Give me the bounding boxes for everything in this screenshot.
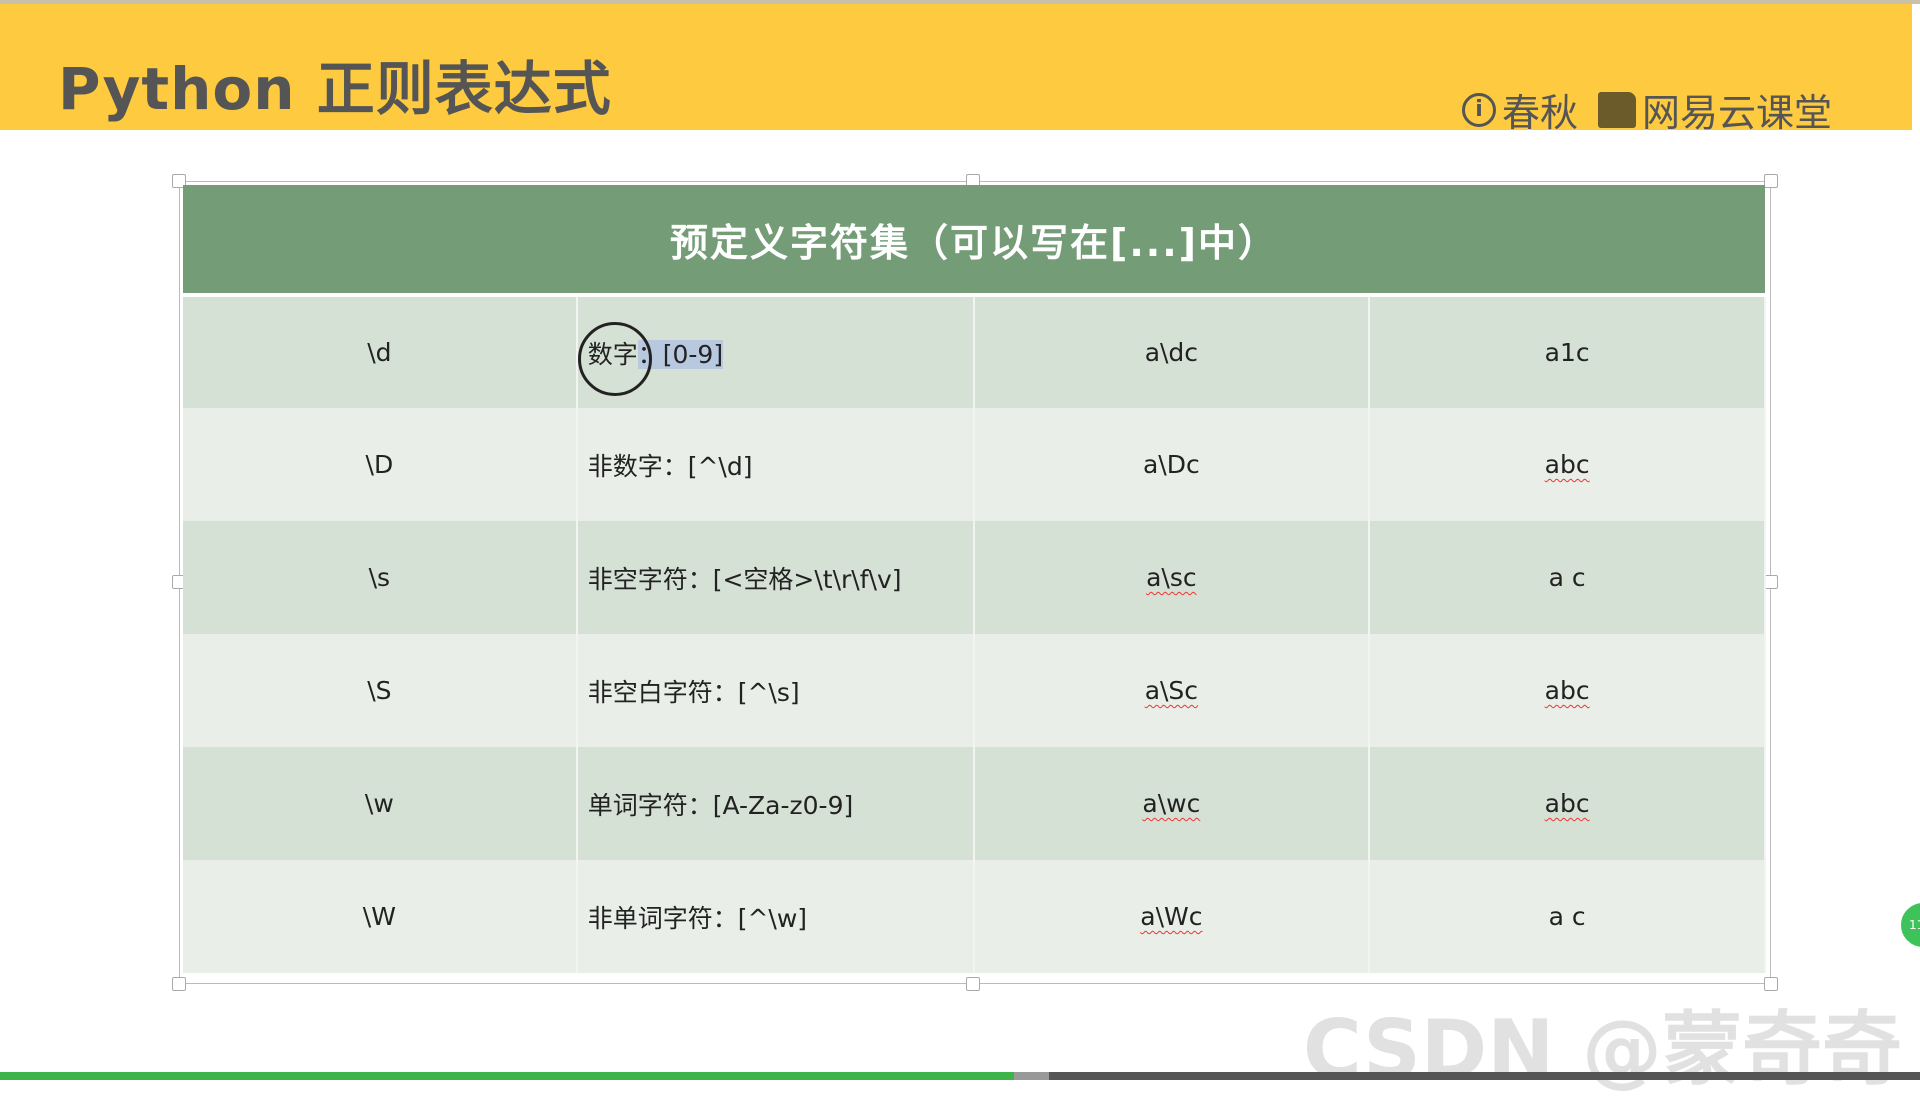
table-row: \w 单词字符：[A-Za-z0-9] a\wc abc bbox=[183, 747, 1766, 860]
match-text: abc bbox=[1544, 676, 1590, 705]
table-row: \d 数字：[0-9] a\dc a1c bbox=[183, 295, 1766, 408]
token-cell: \S bbox=[183, 634, 578, 747]
token-cell: \D bbox=[183, 408, 578, 521]
chunqiu-icon: i bbox=[1461, 92, 1496, 127]
progress-fill bbox=[0, 1072, 1014, 1080]
table-title: 预定义字符集（可以写在[...]中） bbox=[183, 185, 1765, 297]
match-text: abc bbox=[1544, 450, 1590, 479]
desc-cell: 非空白字符：[^\s] bbox=[576, 634, 975, 747]
match-cell: abc bbox=[1369, 634, 1766, 747]
netease-logo: 网易云课堂 bbox=[1597, 82, 1832, 137]
pattern-text: a\wc bbox=[1142, 789, 1201, 818]
match-cell: abc bbox=[1369, 408, 1766, 521]
pattern-cell: a\Dc bbox=[973, 408, 1371, 521]
top-border bbox=[0, 0, 1920, 4]
table-row: \W 非单词字符：[^\w] a\Wc a c bbox=[183, 860, 1766, 973]
buffered-segment bbox=[1013, 1072, 1049, 1080]
match-cell: abc bbox=[1369, 747, 1766, 860]
logos: i 春秋 网易云课堂 bbox=[1461, 82, 1832, 137]
resize-handle[interactable] bbox=[1764, 977, 1778, 991]
token-cell: \w bbox=[183, 747, 578, 860]
pattern-text: a\Sc bbox=[1144, 676, 1199, 705]
pattern-text: a\Wc bbox=[1140, 902, 1203, 931]
pattern-cell: a\Sc bbox=[973, 634, 1371, 747]
match-cell: a c bbox=[1369, 860, 1766, 973]
resize-handle[interactable] bbox=[172, 977, 186, 991]
table-row: \S 非空白字符：[^\s] a\Sc abc bbox=[183, 634, 1766, 747]
chunqiu-logo: i 春秋 bbox=[1461, 82, 1578, 137]
token-cell: \s bbox=[183, 521, 578, 634]
selected-text: ：[0-9] bbox=[637, 339, 724, 369]
resize-handle[interactable] bbox=[1764, 174, 1778, 188]
chunqiu-text: 春秋 bbox=[1501, 91, 1578, 135]
match-text: abc bbox=[1544, 789, 1590, 818]
desc-cell: 单词字符：[A-Za-z0-9] bbox=[576, 747, 975, 860]
book-icon bbox=[1597, 91, 1636, 128]
pattern-cell: a\wc bbox=[973, 747, 1371, 860]
slide-header: Python 正则表达式 i 春秋 网易云课堂 bbox=[0, 4, 1912, 135]
table-row: \s 非空字符：[<空格>\t\r\f\v] a\sc a c bbox=[183, 521, 1766, 634]
match-cell: a c bbox=[1369, 521, 1766, 634]
video-progress-bar[interactable] bbox=[0, 1072, 1920, 1080]
cursor-highlight-icon bbox=[578, 322, 652, 396]
match-cell: a1c bbox=[1369, 295, 1766, 408]
resize-handle[interactable] bbox=[172, 174, 186, 188]
netease-text: 网易云课堂 bbox=[1641, 91, 1832, 135]
table-row: \D 非数字：[^\d] a\Dc abc bbox=[183, 408, 1766, 521]
desc-cell: 非单词字符：[^\w] bbox=[576, 860, 975, 973]
resize-handle[interactable] bbox=[1764, 575, 1778, 589]
slide-title: Python 正则表达式 bbox=[58, 55, 612, 123]
token-cell: \d bbox=[183, 295, 578, 408]
charset-table: 预定义字符集（可以写在[...]中） \d 数字：[0-9] a\dc a1c … bbox=[183, 185, 1766, 973]
pattern-cell: a\dc bbox=[973, 295, 1371, 408]
token-cell: \W bbox=[183, 860, 578, 973]
resize-handle[interactable] bbox=[966, 977, 980, 991]
floating-button[interactable]: 11 bbox=[1898, 900, 1920, 950]
pattern-cell: a\Wc bbox=[973, 860, 1371, 973]
desc-cell: 非空字符：[<空格>\t\r\f\v] bbox=[576, 521, 975, 634]
desc-cell: 非数字：[^\d] bbox=[576, 408, 975, 521]
watermark: CSDN @蒙奇奇 bbox=[1302, 1003, 1902, 1096]
pattern-text: a\sc bbox=[1146, 563, 1197, 592]
pattern-cell: a\sc bbox=[973, 521, 1371, 634]
